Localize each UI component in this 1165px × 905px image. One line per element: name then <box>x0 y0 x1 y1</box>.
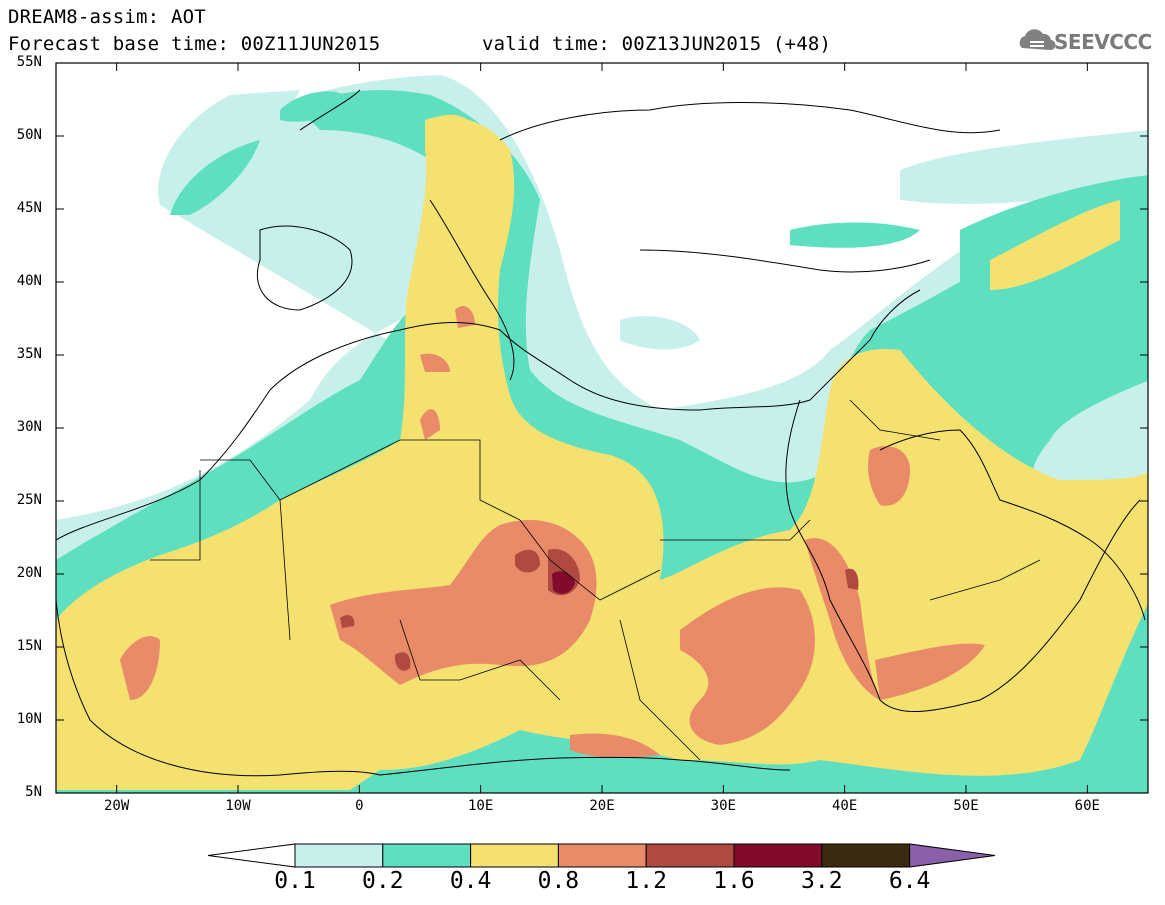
logo-text: SEEVCCC <box>1054 30 1152 54</box>
colorbar-label: 0.1 <box>274 868 316 894</box>
cloud-icon <box>1019 29 1056 51</box>
colorbar-label: 3.2 <box>801 868 843 894</box>
colorbar-label: 0.2 <box>362 868 404 894</box>
aot-level-0.4 <box>56 114 1148 790</box>
lon-label: 40E <box>832 798 858 814</box>
colorbar-label: 1.6 <box>713 868 755 894</box>
lon-label: 30E <box>710 798 736 814</box>
lat-label: 10N <box>16 711 42 727</box>
colorbar-swatch <box>557 843 647 868</box>
colorbar-label: 0.4 <box>449 868 492 894</box>
forecast-base-time: Forecast base time: 00Z11JUN2015 <box>8 33 381 55</box>
colorbar-swatch <box>382 843 472 868</box>
lat-label: 50N <box>16 127 42 143</box>
coastlines <box>56 89 1146 777</box>
lon-label: 60E <box>1074 798 1100 814</box>
colorbar-swatch <box>733 843 823 868</box>
lat-label: 5N <box>25 784 42 800</box>
lat-label: 20N <box>16 565 42 581</box>
colorbar-swatch <box>294 843 384 868</box>
lat-label: 35N <box>16 346 42 362</box>
colorbar-under-triangle <box>207 843 296 868</box>
aot-level-1.6 <box>552 571 575 594</box>
lon-label: 50E <box>953 798 979 814</box>
colorbar-label: 0.8 <box>537 868 580 894</box>
lon-label: 20W <box>104 798 130 814</box>
lon-label: 0 <box>355 798 364 814</box>
colorbar-label: 1.2 <box>625 868 667 894</box>
colorbar-label: 6.4 <box>888 868 931 894</box>
axis-ticks <box>56 62 1148 794</box>
map-title: DREAM8-assim: AOT <box>8 6 206 28</box>
lat-label: 25N <box>16 492 42 508</box>
lat-label: 30N <box>16 419 42 435</box>
colorbar-swatch <box>645 843 735 868</box>
lat-label: 45N <box>16 200 42 216</box>
borders <box>150 399 1041 761</box>
lon-label: 10W <box>225 798 251 814</box>
lat-label: 40N <box>16 273 42 289</box>
lon-label: 10E <box>468 798 494 814</box>
lat-label: 55N <box>16 54 42 70</box>
seevccc-logo <box>1019 29 1056 51</box>
aot-field <box>56 63 1148 793</box>
colorbar-over-triangle <box>909 843 996 868</box>
lat-label: 15N <box>16 638 42 654</box>
valid-time: valid time: 00Z13JUN2015 (+48) <box>482 33 832 55</box>
lon-label: 20E <box>589 798 615 814</box>
colorbar-swatch <box>470 843 559 868</box>
colorbar-swatches <box>207 843 996 868</box>
colorbar-swatch <box>821 843 911 868</box>
